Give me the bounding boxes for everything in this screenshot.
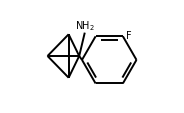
Text: NH$_2$: NH$_2$ bbox=[75, 19, 95, 32]
Text: F: F bbox=[126, 31, 131, 41]
